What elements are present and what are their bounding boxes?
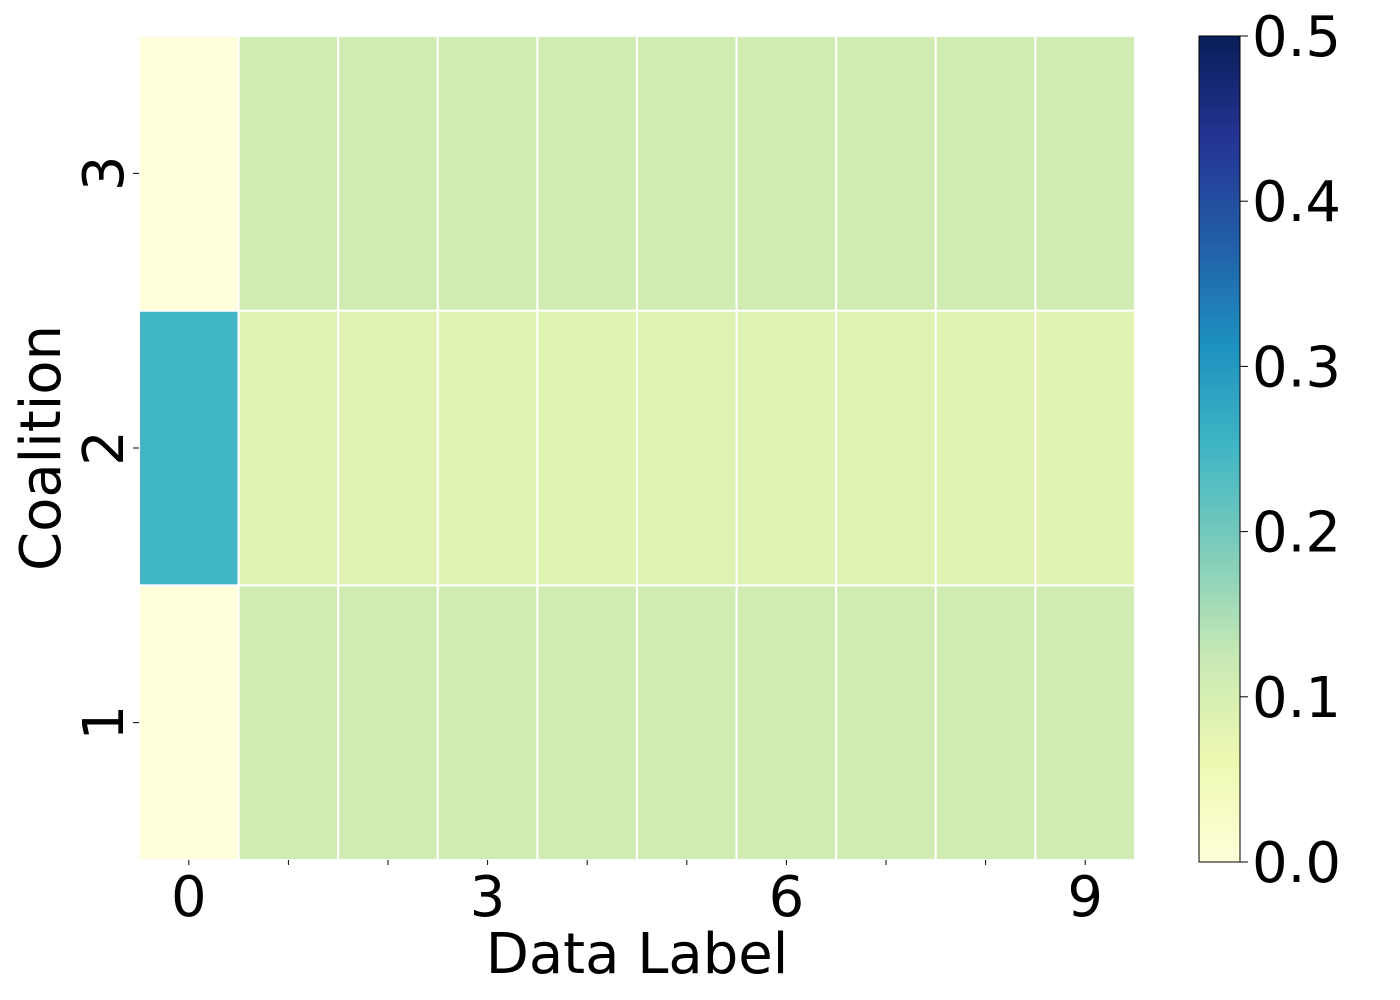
- heatmap-cells: [138, 35, 1137, 861]
- heatmap-cell-r3-c6: [735, 35, 838, 312]
- heatmap-cell-r1-c6: [735, 584, 838, 861]
- heatmap-cell-r1-c5: [636, 584, 738, 861]
- x-tick-label-9: 9: [1067, 865, 1103, 930]
- colorbar-tick-label-0.3: 0.3: [1252, 335, 1341, 400]
- heatmap-cell-r1-c4: [536, 584, 639, 861]
- heatmap-cell-r2-c4: [536, 309, 639, 587]
- heatmap-cell-r1-c2: [337, 584, 439, 861]
- colorbar-tick-label-0.5: 0.5: [1252, 5, 1341, 70]
- heatmap-cell-r1-c1: [237, 584, 340, 861]
- y-tick-label-1: 1: [72, 705, 137, 741]
- heatmap-cell-r2-c1: [237, 309, 340, 587]
- heatmap-cell-r3-c1: [237, 35, 340, 312]
- x-axis-ticks: 0 3 6 9: [171, 860, 1103, 930]
- x-axis-title: Data Label: [486, 922, 789, 987]
- colorbar-tick-label-0.0: 0.0: [1252, 831, 1341, 896]
- heatmap-cell-r3-c4: [536, 35, 639, 312]
- heatmap-cell-r2-c2: [337, 309, 439, 587]
- heatmap-cell-r2-c3: [436, 309, 539, 587]
- heatmap-cell-r2-c6: [735, 309, 838, 587]
- heatmap-cell-r2-c0: [138, 309, 240, 587]
- y-tick-label-3: 3: [72, 156, 137, 192]
- heatmap-cell-r3-c2: [337, 35, 439, 312]
- colorbar-tick-label-0.4: 0.4: [1252, 170, 1341, 235]
- heatmap-cell-r2-c8: [934, 309, 1037, 587]
- y-tick-label-2: 2: [72, 430, 137, 466]
- colorbar-tick-label-0.1: 0.1: [1252, 666, 1341, 731]
- x-tick-label-6: 6: [769, 865, 805, 930]
- heatmap-cell-r1-c3: [436, 584, 539, 861]
- y-axis-ticks: 1 2 3: [72, 156, 139, 741]
- x-tick-label-0: 0: [171, 865, 207, 930]
- heatmap-cell-r1-c8: [934, 584, 1037, 861]
- colorbar: [1198, 35, 1241, 863]
- heatmap-cell-r3-c0: [138, 35, 240, 312]
- heatmap-cell-r3-c3: [436, 35, 539, 312]
- heatmap-cell-r1-c0: [138, 584, 240, 861]
- heatmap-cell-r2-c5: [636, 309, 738, 587]
- colorbar-tick-label-0.2: 0.2: [1252, 501, 1341, 566]
- heatmap-cell-r3-c5: [636, 35, 738, 312]
- heatmap-cell-r2-c7: [835, 309, 937, 587]
- heatmap-cell-r3-c8: [934, 35, 1037, 312]
- y-axis-title: Coalition: [9, 325, 74, 571]
- x-tick-label-3: 3: [470, 865, 506, 930]
- heatmap-cell-r1-c7: [835, 584, 937, 861]
- heatmap-cell-r3-c7: [835, 35, 937, 312]
- colorbar-ticks: 0.0 0.1 0.2 0.3 0.4 0.5: [1240, 5, 1341, 896]
- heatmap-cell-r3-c9: [1034, 35, 1137, 312]
- heatmap-cell-r1-c9: [1034, 584, 1137, 861]
- heatmap-cell-r2-c9: [1034, 309, 1137, 587]
